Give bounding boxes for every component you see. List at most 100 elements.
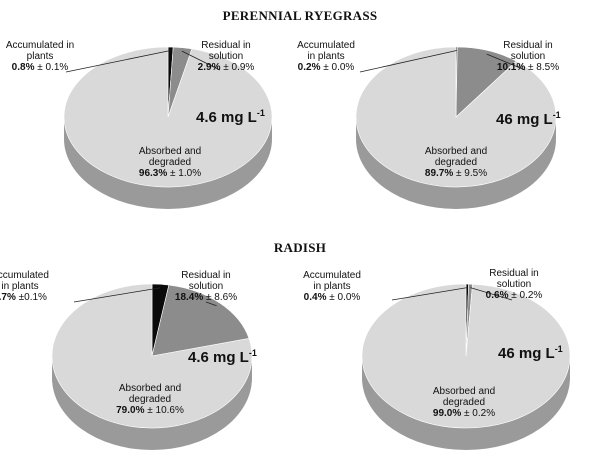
label-value-row: 2.9% ± 0.9%	[176, 62, 276, 73]
label-line: degraded	[434, 157, 478, 168]
label-absorbed: Absorbed and degraded 99.0% ± 0.2%	[414, 386, 514, 419]
label-line: Residual in	[201, 40, 251, 51]
label-line: Absorbed and	[424, 146, 488, 157]
label-line: solution	[510, 51, 546, 62]
label-line: Residual in	[489, 268, 539, 279]
pie-side-absorbed	[356, 117, 556, 209]
section-title-ryegrass: PERENNIAL RYEGRASS	[222, 8, 378, 23]
label-line: solution	[188, 281, 224, 292]
concentration-text: 4.6 mg L	[188, 349, 249, 366]
label-line: degraded	[148, 157, 192, 168]
label-value-row: 2.7% ±0.1%	[0, 292, 70, 303]
concentration-text: 46 mg L	[498, 345, 555, 362]
label-line: Residual in	[503, 40, 553, 51]
label-absorbed: Absorbed and degraded 79.0% ± 10.6%	[100, 383, 200, 416]
slice-sd: ± 0.2%	[464, 408, 496, 419]
label-residual: Residual in solution 0.6% ± 0.2%	[464, 268, 564, 301]
concentration-label: 4.6 mg L-1	[188, 348, 257, 366]
concentration-exponent: -1	[552, 110, 561, 120]
label-line: Absorbed and	[432, 386, 496, 397]
label-line: plants	[26, 51, 54, 62]
slice-sd: ± 0.9%	[223, 62, 255, 73]
concentration-label: 46 mg L-1	[498, 344, 563, 362]
label-line: degraded	[442, 397, 486, 408]
pie-chart-1: Accumulated in plants 0.8% ± 0.1% Residual …	[0, 22, 300, 227]
slice-value: 2.7%	[0, 292, 16, 303]
label-line: solution	[208, 51, 244, 62]
slice-sd: ± 0.1%	[37, 62, 69, 73]
label-value-row: 10.1% ± 8.5%	[478, 62, 578, 73]
label-line: Accumulated	[297, 40, 355, 51]
label-line: Residual in	[181, 270, 231, 281]
label-line: degraded	[128, 394, 172, 405]
concentration-text: 4.6 mg L	[196, 109, 257, 126]
slice-sd: ± 10.6%	[147, 405, 184, 416]
pie-slice-absorbed	[355, 46, 557, 188]
leader-line-residual	[470, 287, 513, 301]
slice-sd: ± 1.0%	[170, 168, 202, 179]
leader-line-residual	[181, 50, 221, 71]
leader-line-accumulated	[73, 287, 161, 303]
label-value-row: 0.4% ± 0.0%	[282, 292, 382, 303]
label-value-row: 79.0% ± 10.6%	[100, 405, 200, 416]
label-value-row: 89.7% ± 9.5%	[406, 168, 506, 179]
label-value-row: 96.3% ± 1.0%	[120, 168, 220, 179]
concentration-text: 46 mg L	[496, 111, 553, 128]
concentration-exponent: -1	[554, 344, 563, 354]
pie-slice-absorbed	[361, 283, 571, 429]
label-accumulated: Accumulated in plants 0.2% ± 0.0%	[276, 40, 376, 73]
label-residual: Residual in solution 2.9% ± 0.9%	[176, 40, 276, 73]
slice-value: 96.3%	[138, 168, 168, 179]
pie-svg	[63, 46, 273, 209]
label-residual: Residual in solution 18.4% ± 8.6%	[156, 270, 256, 303]
label-line: in plants	[307, 51, 345, 62]
label-line: Accumulated in	[5, 40, 75, 51]
slice-value: 99.0%	[432, 408, 462, 419]
slice-sd: ± 8.6%	[206, 292, 238, 303]
slice-value: 18.4%	[174, 292, 204, 303]
pie-side-absorbed	[64, 117, 272, 209]
pie-svg	[355, 46, 557, 209]
label-value-row: 0.6% ± 0.2%	[464, 290, 564, 301]
leader-line-residual	[486, 53, 526, 71]
label-line: solution	[496, 279, 532, 290]
slice-value: 0.6%	[485, 290, 509, 301]
label-line: Accumulated	[0, 270, 49, 281]
slice-sd: ± 0.0%	[323, 62, 355, 73]
concentration-exponent: -1	[256, 108, 265, 118]
slice-sd: ± 0.0%	[329, 292, 361, 303]
label-line: in plants	[313, 281, 351, 292]
label-accumulated: Accumulated in plants 0.8% ± 0.1%	[0, 40, 90, 73]
pie-side-absorbed	[362, 356, 570, 450]
leader-line-accumulated	[359, 50, 457, 73]
slice-value: 89.7%	[424, 168, 454, 179]
pie-slice-absorbed	[51, 283, 253, 429]
label-accumulated: Accumulated in plants 0.4% ± 0.0%	[282, 270, 382, 303]
slice-sd: ± 9.5%	[456, 168, 488, 179]
pie-chart-4: Accumulated in plants 0.4% ± 0.0% Residual …	[300, 256, 600, 461]
label-absorbed: Absorbed and degraded 96.3% ± 1.0%	[120, 146, 220, 179]
label-absorbed: Absorbed and degraded 89.7% ± 9.5%	[406, 146, 506, 179]
leader-line-accumulated	[391, 287, 468, 301]
leader-line-accumulated	[65, 50, 171, 73]
label-value-row: 18.4% ± 8.6%	[156, 292, 256, 303]
slice-value: 0.8%	[11, 62, 35, 73]
label-residual: Residual in solution 10.1% ± 8.5%	[478, 40, 578, 73]
pie-chart-2: Accumulated in plants 0.2% ± 0.0% Residual …	[297, 22, 600, 227]
concentration-label: 46 mg L-1	[496, 110, 561, 128]
label-line: in plants	[1, 281, 39, 292]
section-title-radish: RADISH	[273, 240, 327, 255]
label-line: Absorbed and	[138, 146, 202, 157]
slice-value: 0.4%	[303, 292, 327, 303]
pie-side-absorbed	[52, 356, 252, 450]
slice-sd: ± 8.5%	[528, 62, 560, 73]
slice-value: 10.1%	[496, 62, 526, 73]
leader-line-residual	[205, 301, 217, 307]
label-line: Accumulated	[303, 270, 361, 281]
slice-value: 2.9%	[197, 62, 221, 73]
slice-value: 0.2%	[297, 62, 321, 73]
label-line: Absorbed and	[118, 383, 182, 394]
slice-sd: ±0.1%	[18, 292, 47, 303]
